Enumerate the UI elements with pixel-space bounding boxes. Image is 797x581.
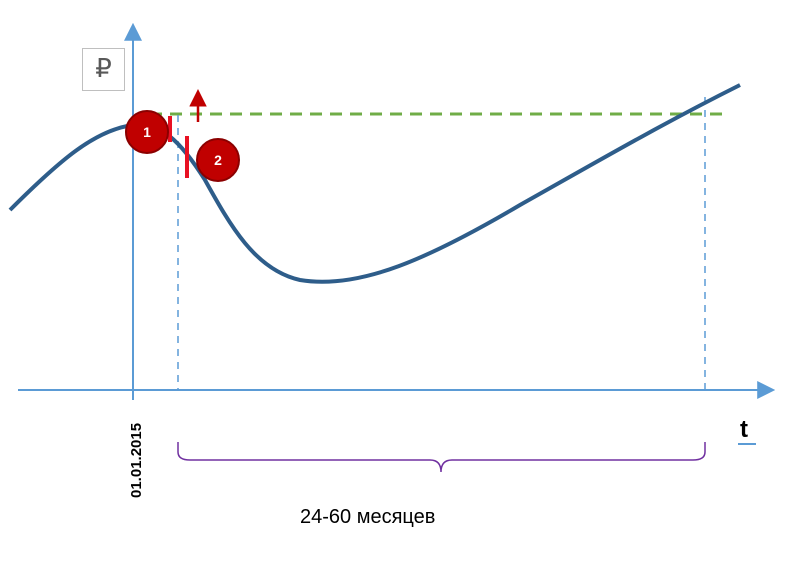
badge-1: 1 [125, 110, 169, 154]
bracket [178, 442, 705, 472]
bracket-label: 24-60 месяцев [300, 506, 435, 529]
badge-2: 2 [196, 138, 240, 182]
y-axis-label-text: ₽ [95, 53, 112, 83]
badge-1-text: 1 [143, 124, 151, 140]
x-tick-date: 01.01.2015 [128, 405, 145, 498]
badge-2-text: 2 [214, 152, 222, 168]
x-axis-label: t [740, 416, 748, 444]
bracket-label-text: 24-60 месяцев [300, 506, 435, 528]
x-axis-label-text: t [740, 416, 748, 443]
x-tick-date-text: 01.01.2015 [128, 423, 145, 498]
chart-stage: ₽ 1 2 t 01.01.2015 24-60 месяцев [0, 0, 797, 581]
y-axis-label: ₽ [82, 48, 125, 91]
